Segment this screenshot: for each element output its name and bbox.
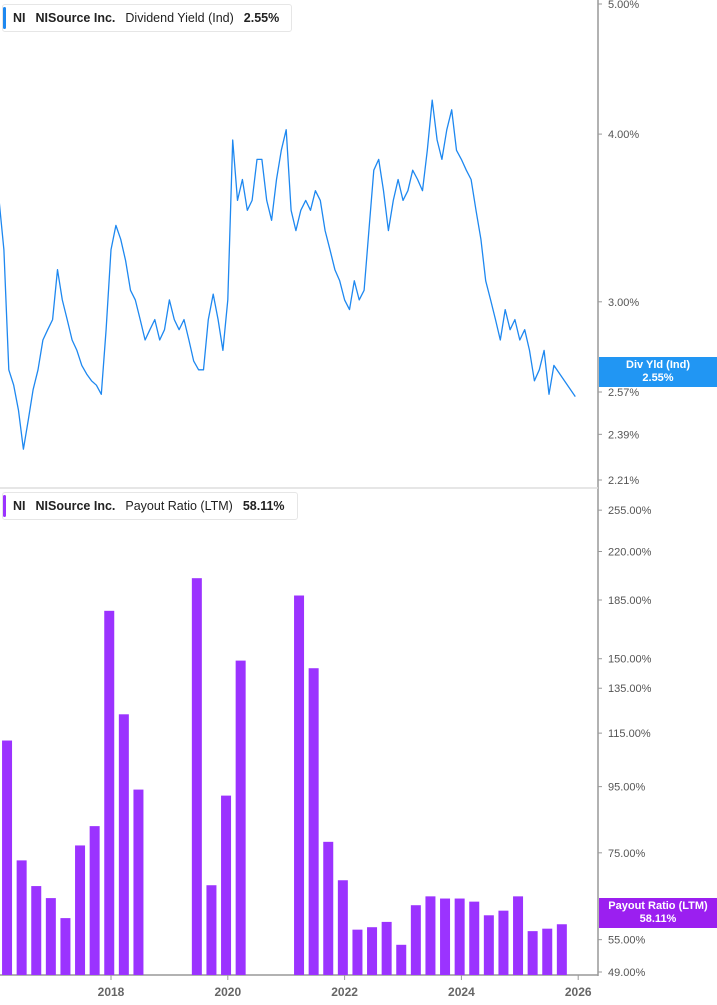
legend-metric: Payout Ratio (LTM) [125,499,233,513]
legend-company: NISource Inc. [35,499,116,513]
y-tick-label: 185.00% [608,595,652,607]
y-tick-label: 2.57% [608,387,639,399]
y-tick-label: 75.00% [608,848,646,860]
y-tick-label: 220.00% [608,546,652,558]
y-tick-label: 2.21% [608,475,639,487]
payout-bar-2020-Q1 [235,660,246,975]
x-tick-label: 2020 [214,985,241,999]
legend-ticker: NI [13,499,26,513]
y-tick-label: 55.00% [608,935,646,947]
legend-value: 2.55% [243,11,280,25]
y-tick-label: 95.00% [608,782,646,794]
payout-bar-2019-Q3 [206,885,217,975]
x-tick-label: 2018 [98,985,125,999]
payout-bar-2023-Q1 [410,905,421,975]
payout-bar-2025-Q2 [542,928,553,975]
yield-legend: NI NISource Inc. Dividend Yield (Ind) 2.… [2,4,293,32]
payout-bar-2024-Q4 [513,896,524,975]
payout-bar-2021-Q1 [294,595,305,975]
payout-bar-2021-Q2 [308,668,319,975]
payout-bar-2025-Q1 [527,931,538,975]
legend-value: 58.11% [242,499,285,513]
payout-bar-2017-Q4 [104,610,115,975]
yield-legend-swatch [3,7,6,29]
payout-legend: NI NISource Inc. Payout Ratio (LTM) 58.1… [2,492,298,520]
payout-bar-2025-Q3 [556,924,567,975]
payout-bar-2023-Q2 [425,896,436,975]
payout-bar-2021-Q4 [337,880,348,975]
x-tick-label: 2024 [448,985,475,999]
payout-bar-2023-Q4 [454,898,465,975]
legend-metric: Dividend Yield (Ind) [125,11,234,25]
payout-bar-2016-Q4 [45,898,56,975]
payout-bar-2017-Q1 [60,918,71,975]
tag-label: Payout Ratio (LTM) [608,900,708,912]
tag-value: 2.55% [642,372,674,384]
payout-bar-2022-Q2 [367,927,378,975]
payout-legend-swatch [3,495,6,517]
payout-bar-2022-Q4 [396,944,407,975]
payout-bar-2022-Q1 [352,929,363,975]
y-tick-label: 49.00% [608,967,646,979]
x-tick-label: 2022 [331,985,358,999]
payout-bar-2023-Q3 [440,898,451,975]
payout-bar-2018-Q2 [133,789,144,975]
payout-bar-2017-Q3 [89,826,100,975]
y-tick-label: 135.00% [608,683,652,695]
y-tick-label: 255.00% [608,505,652,517]
payout-bar-2016-Q3 [31,886,42,975]
payout-last-value-tag: Payout Ratio (LTM) 58.11% [599,898,717,928]
tag-value: 58.11% [639,913,677,925]
legend-ticker: NI [13,11,26,25]
yield-last-value-tag: Div Yld (Ind) 2.55% [599,357,717,387]
payout-bar-2021-Q3 [323,841,334,975]
tag-label: Div Yld (Ind) [626,359,690,371]
y-tick-label: 150.00% [608,654,652,666]
payout-bar-2019-Q4 [221,795,232,975]
payout-bar-2017-Q2 [75,845,86,975]
y-tick-label: 115.00% [608,728,651,740]
payout-bar-2024-Q2 [483,915,494,975]
payout-bar-2024-Q1 [469,901,480,975]
legend-company: NISource Inc. [35,11,116,25]
payout-bar-2016-Q2 [16,860,27,975]
payout-bar-2016-Q1 [2,740,13,975]
payout-bar-2019-Q2 [191,578,202,975]
y-tick-label: 2.39% [608,429,639,441]
y-tick-label: 4.00% [608,129,639,141]
y-tick-label: 3.00% [608,297,639,309]
payout-bar-2022-Q3 [381,921,392,975]
x-tick-label: 2026 [565,985,592,999]
payout-bar-2018-Q1 [118,714,129,975]
y-tick-label: 5.00% [608,0,639,11]
payout-bar-2024-Q3 [498,910,509,975]
dividend-yield-line [0,99,576,450]
